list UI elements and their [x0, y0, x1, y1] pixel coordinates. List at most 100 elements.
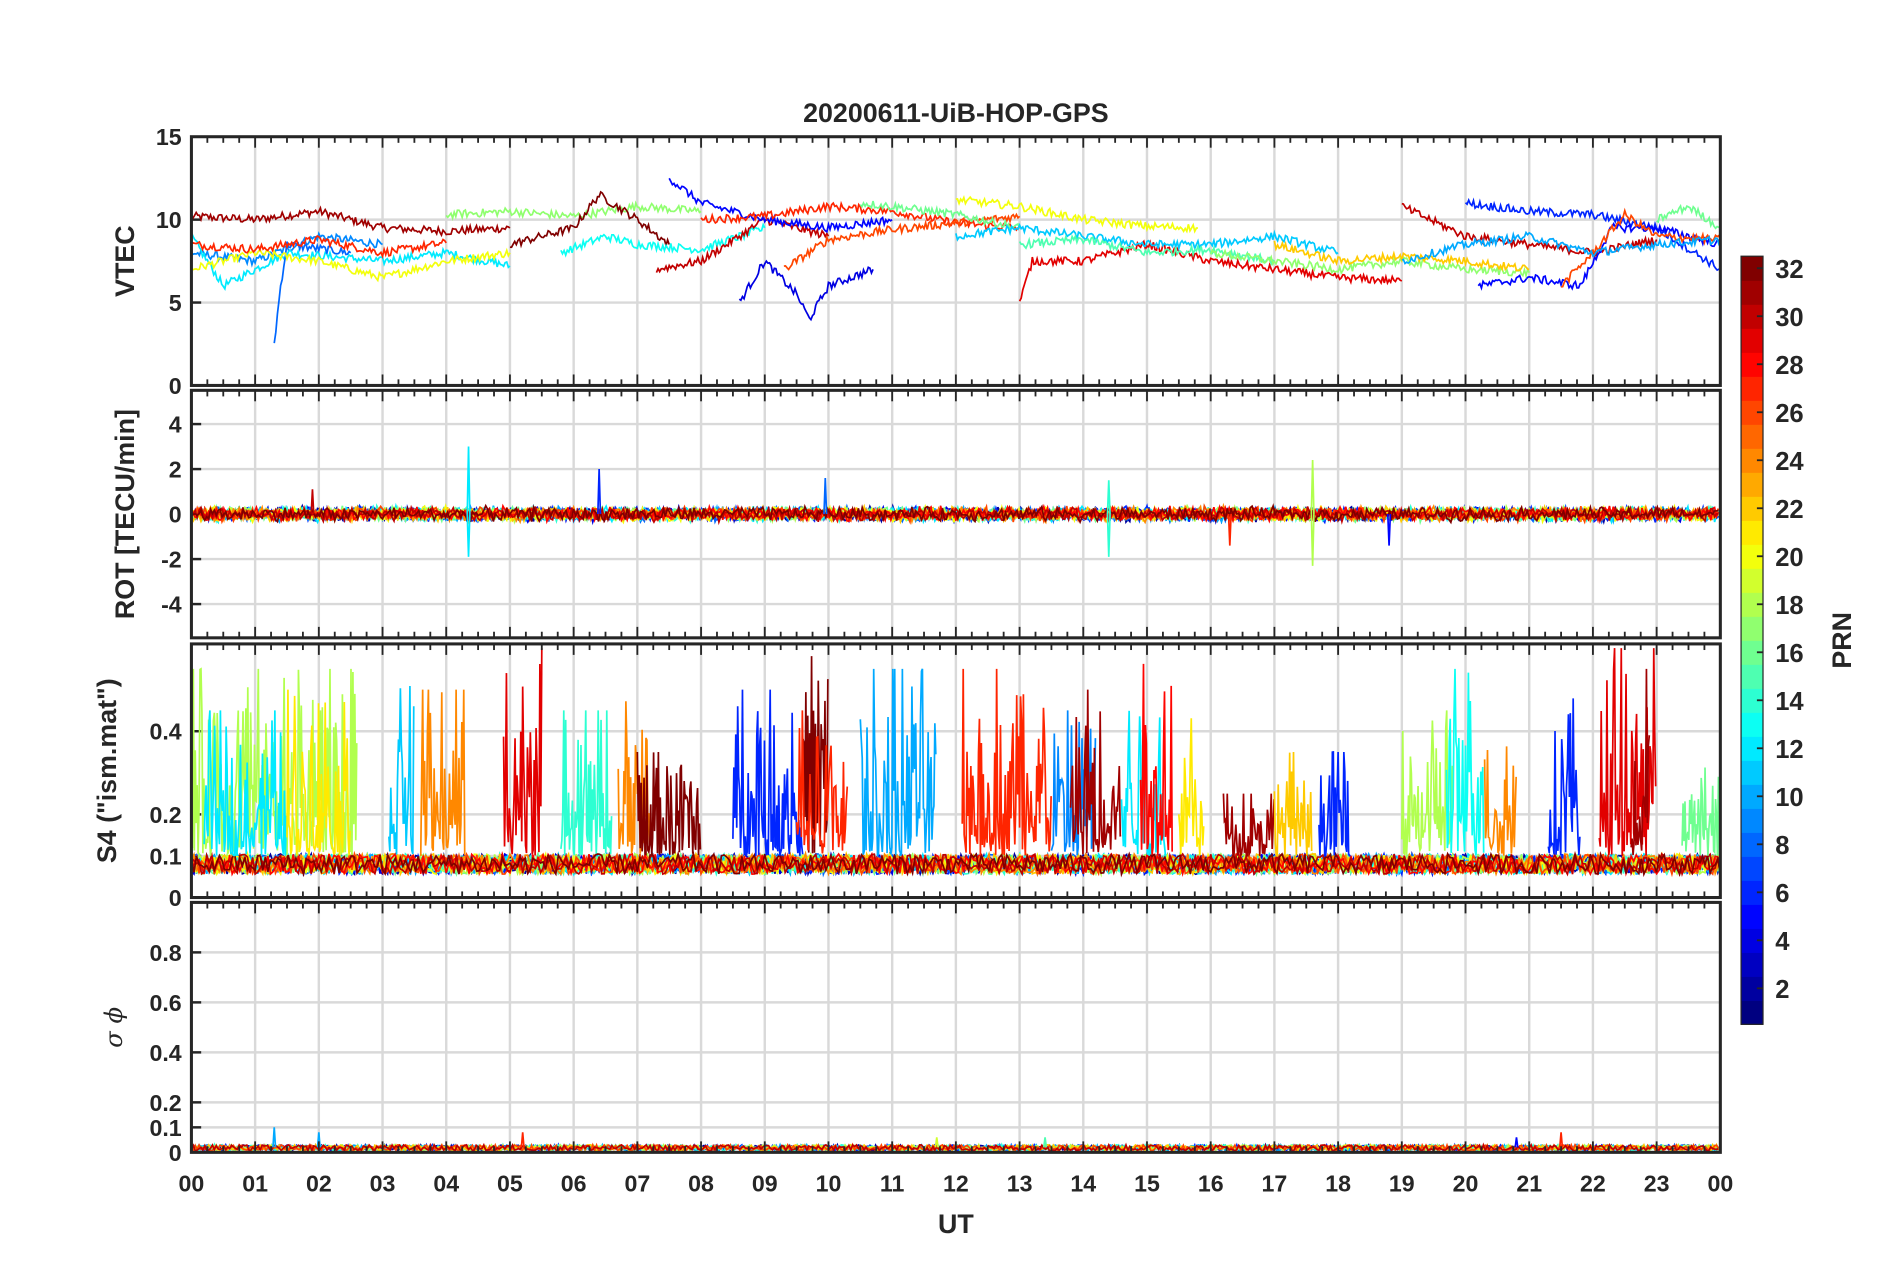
y-tick-label: 0: [169, 373, 182, 399]
colorbar-level: [1741, 448, 1764, 473]
colorbar-level: [1741, 304, 1764, 329]
y-tick-label: 0.6: [149, 990, 181, 1016]
rot-spike-prn-8: [823, 478, 828, 515]
s4-burst-prn-27: [961, 668, 1052, 856]
vtec-series-prn-27: [700, 200, 1020, 232]
rot-series-prn-32: [191, 503, 1719, 525]
colorbar-level: [1741, 928, 1764, 953]
colorbar-level: [1741, 592, 1764, 617]
colorbar-frame: [1740, 255, 1764, 1025]
y-tick-label: -4: [161, 592, 182, 618]
vtec-series-prn-27: [191, 234, 447, 260]
vtec-series-prn-16: [859, 200, 1021, 233]
sigma-spike-prn-27: [1558, 1132, 1564, 1148]
colorbar-tick-label: 30: [1775, 304, 1803, 332]
sigma-spike-prn-15: [1042, 1137, 1048, 1148]
rot-spike-prn-6: [597, 469, 602, 515]
colorbar-tick-label: 6: [1775, 880, 1789, 908]
y-tick-label: 0: [169, 885, 182, 911]
y-tick-label: 0: [169, 502, 182, 528]
panel-frame: [189, 900, 1722, 1154]
rot-spike-prn-14: [1106, 480, 1111, 515]
colorbar-tick-label: 22: [1775, 496, 1803, 524]
colorbar-level: [1741, 760, 1764, 785]
colorbar-tick-label: 10: [1775, 784, 1803, 812]
colorbar-level: [1741, 712, 1764, 737]
s4-burst-prn-12: [1120, 710, 1167, 856]
colorbar-tick-label: 12: [1775, 736, 1803, 764]
panel-rot: -4 -2 0 2 4 ROT [TECU/min]: [110, 388, 1722, 640]
series-group: [191, 177, 1721, 344]
rot-spike-prn-12: [466, 446, 471, 515]
colorbar-level: [1741, 520, 1764, 545]
colorbar-tick-label: 14: [1775, 688, 1804, 716]
colorbar-tick-label: 2: [1775, 976, 1789, 1004]
y-tick-label: 10: [156, 207, 182, 233]
colorbar-level: [1741, 376, 1764, 401]
vtec-series-prn-5: [668, 177, 893, 234]
y-axis-label: σ ϕ: [99, 1006, 128, 1047]
series-group: [191, 446, 1720, 566]
vtec-series-prn-4: [738, 259, 874, 322]
panel-frame: [189, 388, 1722, 640]
s4-burst-prn-10: [859, 668, 937, 859]
colorbar-level: [1741, 688, 1764, 713]
x-axis-label: UT: [938, 1209, 974, 1239]
colorbar-tick-label: 16: [1775, 640, 1803, 668]
vtec-series-prn-26: [1560, 207, 1721, 288]
s4-burst-prn-13: [1445, 668, 1485, 856]
colorbar-level: [1741, 832, 1764, 857]
colorbar-level: [1741, 856, 1764, 881]
vtec-series-prn-16: [1656, 203, 1721, 230]
s4-burst-prn-21: [286, 689, 351, 856]
colorbar-level: [1741, 784, 1764, 809]
sigma-spike-prn-10: [272, 1127, 277, 1148]
rot-spike-prn-5: [1386, 514, 1392, 546]
y-axis-label: ROT [TECU/min]: [110, 409, 140, 619]
y-tick-label: 0.8: [149, 940, 181, 966]
colorbar-level: [1741, 640, 1764, 665]
x-tick-label: 22: [1580, 1170, 1606, 1196]
s4-burst-prn-28: [1139, 663, 1174, 856]
s4-burst-prn-22: [1273, 752, 1313, 857]
x-tick-label: 04: [433, 1170, 459, 1196]
colorbar-tick-label: 18: [1775, 592, 1803, 620]
x-tick-label: 12: [943, 1170, 969, 1196]
colorbar-level: [1741, 400, 1764, 425]
y-tick-label: 0.1: [149, 843, 181, 869]
x-tick-label: 09: [752, 1170, 778, 1196]
colorbar-tick-label: 4: [1775, 928, 1790, 956]
x-tick-label: 08: [688, 1170, 714, 1196]
colorbar-level: [1741, 280, 1764, 305]
s4-burst-prn-18: [1400, 710, 1454, 857]
x-tick-label: 21: [1516, 1170, 1542, 1196]
x-tick-label: 16: [1198, 1170, 1224, 1196]
s4-burst-prn-27: [795, 710, 849, 854]
vtec-series-prn-20: [955, 195, 1199, 234]
s4-burst-prn-31: [1630, 668, 1651, 855]
colorbar-level: [1741, 496, 1764, 521]
colorbar-level: [1741, 424, 1764, 449]
rot-spike-prn-30: [310, 489, 315, 515]
x-tick-labels: 00 01 02 03 04 05 06 07 08 09 10 11 12 13 14 15 16 17 18 19…: [179, 1170, 1734, 1196]
series-group: [191, 648, 1721, 878]
y-tick-label: 2: [169, 457, 182, 483]
vtec-series-prn-15: [1018, 233, 1275, 267]
colorbar-tick-label: 24: [1775, 448, 1804, 476]
y-axis-label: VTEC: [110, 225, 140, 297]
y-tick-label: 0: [169, 1140, 182, 1166]
colorbar-level: [1741, 352, 1764, 377]
y-tick-label: 5: [169, 290, 182, 316]
s4-burst-prn-29: [502, 648, 543, 856]
colorbar-level: [1741, 328, 1764, 353]
y-tick-label: 4: [169, 412, 182, 438]
y-tick-label: -2: [161, 547, 182, 573]
colorbar-label: PRN: [1827, 612, 1857, 669]
rot-spike-prn-27: [1227, 514, 1232, 546]
colorbar-tick-label: 20: [1775, 544, 1803, 572]
x-tick-label: 13: [1007, 1170, 1033, 1196]
colorbar-tick-label: 28: [1775, 352, 1803, 380]
